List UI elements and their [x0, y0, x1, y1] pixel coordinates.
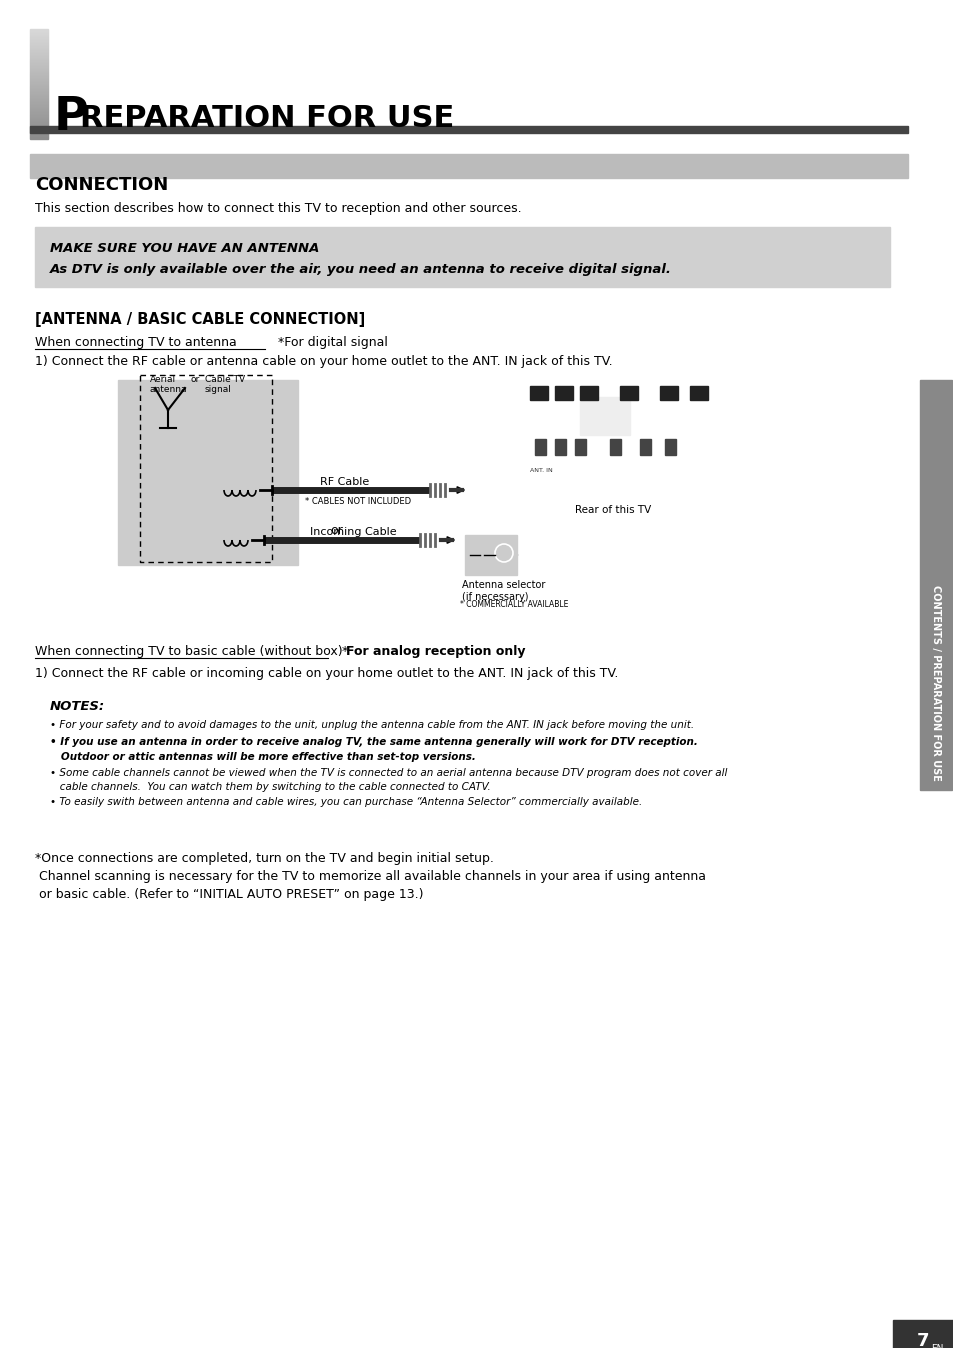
- Bar: [519, 375, 720, 491]
- Text: CONTENTS / PREPARATION FOR USE: CONTENTS / PREPARATION FOR USE: [930, 585, 940, 780]
- Bar: [555, 439, 565, 456]
- Bar: [919, 380, 951, 790]
- Text: Outdoor or attic antennas will be more effective than set-top versions.: Outdoor or attic antennas will be more e…: [50, 752, 476, 762]
- Bar: [30, 154, 907, 178]
- Text: • To easily swith between antenna and cable wires, you can purchase “Antenna Sel: • To easily swith between antenna and ca…: [50, 797, 641, 807]
- Text: When connecting TV to antenna: When connecting TV to antenna: [35, 336, 236, 349]
- Bar: [609, 439, 620, 456]
- Text: 7: 7: [916, 1332, 928, 1348]
- Text: cable channels.  You can watch them by switching to the cable connected to CATV.: cable channels. You can watch them by sw…: [50, 782, 490, 793]
- Text: 1) Connect the RF cable or antenna cable on your home outlet to the ANT. IN jack: 1) Connect the RF cable or antenna cable…: [35, 355, 612, 368]
- Bar: [30, 125, 907, 133]
- Bar: [639, 439, 650, 456]
- Text: REPARATION FOR USE: REPARATION FOR USE: [80, 104, 454, 133]
- Text: • If you use an antenna in order to receive analog TV, the same antenna generall: • If you use an antenna in order to rece…: [50, 737, 698, 747]
- Bar: [555, 386, 573, 400]
- Text: NOTES:: NOTES:: [50, 700, 105, 713]
- Text: Cable TV
signal: Cable TV signal: [205, 375, 245, 395]
- Text: *For digital signal: *For digital signal: [270, 336, 388, 349]
- Text: This section describes how to connect this TV to reception and other sources.: This section describes how to connect th…: [35, 202, 521, 214]
- Bar: [35, 683, 889, 830]
- Text: [ANTENNA / BASIC CABLE CONNECTION]: [ANTENNA / BASIC CABLE CONNECTION]: [35, 311, 365, 328]
- Bar: [619, 386, 638, 400]
- Text: ANT. IN: ANT. IN: [530, 468, 552, 473]
- Text: Antenna selector
(if necessary): Antenna selector (if necessary): [461, 580, 545, 601]
- Text: Incoming Cable: Incoming Cable: [310, 527, 396, 537]
- Text: or basic cable. (Refer to “INITIAL AUTO PRESET” on page 13.): or basic cable. (Refer to “INITIAL AUTO …: [35, 888, 423, 900]
- Text: MAKE SURE YOU HAVE AN ANTENNA: MAKE SURE YOU HAVE AN ANTENNA: [50, 243, 319, 255]
- Bar: [659, 386, 678, 400]
- Text: When connecting TV to basic cable (without box): When connecting TV to basic cable (witho…: [35, 644, 342, 658]
- Bar: [892, 1320, 953, 1348]
- Text: P: P: [54, 94, 89, 140]
- Text: *Once connections are completed, turn on the TV and begin initial setup.: *Once connections are completed, turn on…: [35, 852, 494, 865]
- Bar: [579, 398, 629, 435]
- Text: or: or: [191, 375, 200, 384]
- Bar: [689, 386, 707, 400]
- Bar: [530, 386, 547, 400]
- Bar: [464, 535, 517, 576]
- Text: • Some cable channels cannot be viewed when the TV is connected to an aerial ant: • Some cable channels cannot be viewed w…: [50, 768, 726, 778]
- Text: * COMMERCIALLY AVAILABLE: * COMMERCIALLY AVAILABLE: [459, 600, 568, 609]
- Text: RF Cable: RF Cable: [319, 477, 369, 487]
- Text: For analog reception only: For analog reception only: [346, 644, 525, 658]
- Text: Rear of this TV: Rear of this TV: [575, 506, 651, 515]
- Bar: [35, 226, 889, 287]
- Text: Channel scanning is necessary for the TV to memorize all available channels in y: Channel scanning is necessary for the TV…: [35, 869, 705, 883]
- Text: CONNECTION: CONNECTION: [35, 177, 168, 194]
- Text: As DTV is only available over the air, you need an antenna to receive digital si: As DTV is only available over the air, y…: [50, 263, 671, 276]
- Text: • For your safety and to avoid damages to the unit, unplug the antenna cable fro: • For your safety and to avoid damages t…: [50, 720, 694, 731]
- Text: or: or: [330, 524, 342, 537]
- Text: EN: EN: [930, 1344, 943, 1348]
- Bar: [575, 439, 585, 456]
- Text: *: *: [334, 644, 348, 658]
- Bar: [579, 386, 598, 400]
- Text: 1) Connect the RF cable or incoming cable on your home outlet to the ANT. IN jac: 1) Connect the RF cable or incoming cabl…: [35, 667, 618, 679]
- Bar: [664, 439, 676, 456]
- Text: * CABLES NOT INCLUDED: * CABLES NOT INCLUDED: [305, 497, 411, 506]
- Bar: [535, 439, 545, 456]
- Bar: [118, 380, 297, 565]
- Text: Aerial
antenna: Aerial antenna: [150, 375, 188, 395]
